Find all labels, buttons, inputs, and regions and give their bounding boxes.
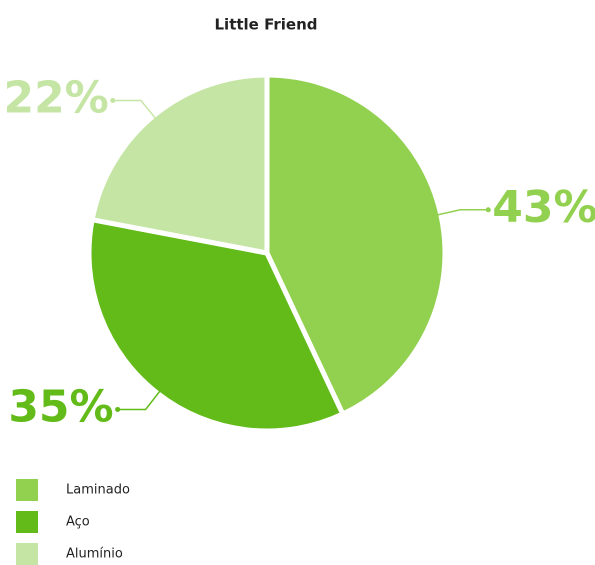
leader-line [430, 209, 489, 218]
leader-dot [110, 97, 116, 103]
value-label: 35% [8, 381, 113, 432]
legend-swatch [16, 511, 38, 533]
leader-dot [115, 406, 121, 412]
legend-label: Laminado [66, 483, 130, 498]
pie-slice [89, 72, 270, 257]
legend-swatch [16, 479, 38, 501]
value-label: 22% [3, 72, 108, 123]
chart-title: Little Friend [215, 16, 318, 34]
legend-label: Aço [66, 515, 90, 530]
legend-label: Alumínio [66, 547, 123, 562]
leader-dot [485, 207, 491, 213]
leader-line [117, 385, 165, 411]
legend-swatch [16, 543, 38, 565]
leader-line [112, 99, 161, 125]
value-label: 43% [492, 182, 595, 233]
